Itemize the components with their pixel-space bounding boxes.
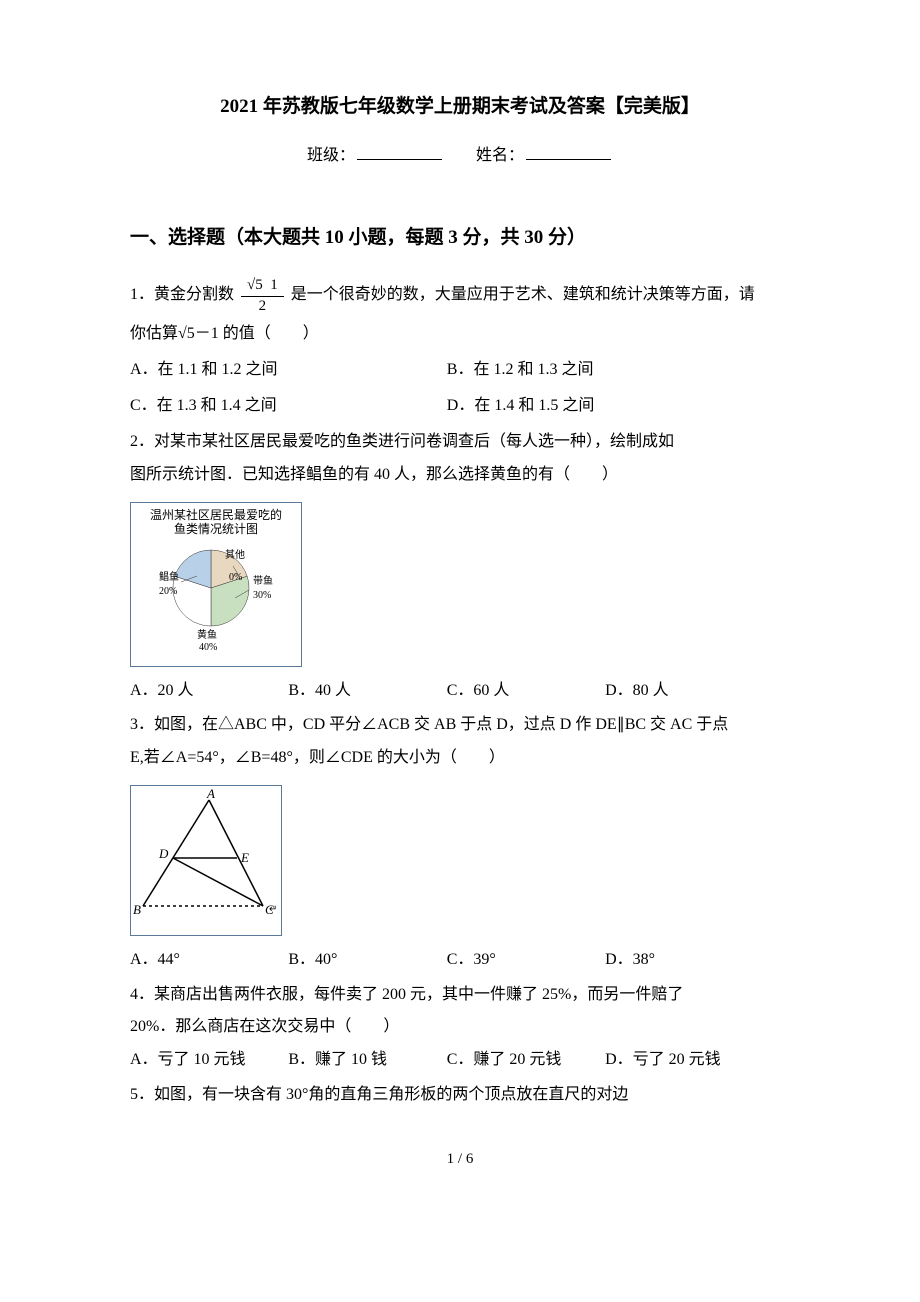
- q2-pie-chart: 温州某社区居民最爱吃的 鱼类情况统计图 其他 0% 鲳鱼 20% 带鱼 30% …: [130, 502, 302, 667]
- q2-opt-d: D．80 人: [605, 677, 750, 706]
- q3-opt-d: D．38°: [605, 946, 750, 975]
- name-blank: [526, 144, 611, 160]
- q4-options: A．亏了 10 元钱 B．赚了 10 钱 C．赚了 20 元钱 D．亏了 20 …: [130, 1046, 790, 1075]
- q4-opt-a: A．亏了 10 元钱: [130, 1046, 275, 1075]
- q1-options-row1: A．在 1.1 和 1.2 之间 B．在 1.2 和 1.3 之间: [130, 354, 790, 386]
- q1-frac-num-left: √5: [247, 277, 263, 293]
- q2-opt-c: C．60 人: [447, 677, 592, 706]
- class-blank: [357, 144, 442, 160]
- q4-opt-d: D．亏了 20 元钱: [605, 1046, 750, 1075]
- pie-label-other: 其他: [225, 548, 245, 561]
- q1-fraction: √5 1 2: [241, 277, 284, 314]
- section-1-heading: 一、选择题（本大题共 10 小题，每题 3 分，共 30 分）: [130, 221, 790, 255]
- class-label: 班级：: [307, 147, 355, 164]
- q1-frac-num-right: 1: [270, 277, 278, 293]
- q2-opt-b: B．40 人: [288, 677, 433, 706]
- pt-d: D: [158, 846, 169, 861]
- q3-line1: 3．如图，在△ABC 中，CD 平分∠ACB 交 AB 于点 D，过点 D 作 …: [130, 711, 790, 740]
- q1-opt-d: D．在 1.4 和 1.5 之间: [447, 390, 751, 422]
- q2-line2: 图所示统计图．已知选择鲳鱼的有 40 人，那么选择黄鱼的有（ ）: [130, 461, 790, 490]
- q1-opt-a: A．在 1.1 和 1.2 之间: [130, 354, 434, 386]
- name-label: 姓名：: [476, 147, 524, 164]
- q1-options-row2: C．在 1.3 和 1.4 之间 D．在 1.4 和 1.5 之间: [130, 390, 790, 422]
- q2-line1: 2．对某市某社区居民最爱吃的鱼类进行问卷调查后（每人选一种），绘制成如: [130, 428, 790, 457]
- pie-title-2: 鱼类情况统计图: [174, 522, 258, 536]
- pie-title-1: 温州某社区居民最爱吃的: [150, 507, 282, 522]
- q2-options: A．20 人 B．40 人 C．60 人 D．80 人: [130, 677, 790, 706]
- q3-line2: E,若∠A=54°，∠B=48°，则∠CDE 的大小为（ ）: [130, 744, 790, 773]
- corner-mark: ↵: [269, 904, 277, 915]
- q3-opt-a: A．44°: [130, 946, 275, 975]
- question-4: 4．某商店出售两件衣服，每件卖了 200 元，其中一件赚了 25%，而另一件赔了…: [130, 981, 790, 1075]
- question-3: 3．如图，在△ABC 中，CD 平分∠ACB 交 AB 于点 D，过点 D 作 …: [130, 711, 790, 974]
- pt-a: A: [206, 786, 215, 801]
- pie-pct-other: 0%: [229, 572, 242, 583]
- question-2: 2．对某市某社区居民最爱吃的鱼类进行问卷调查后（每人选一种），绘制成如 图所示统…: [130, 428, 790, 705]
- question-5: 5．如图，有一块含有 30°角的直角三角形板的两个顶点放在直尺的对边: [130, 1081, 790, 1110]
- pie-pct-pomfret: 20%: [159, 586, 177, 597]
- q1-line2b: －1 的值（ ）: [195, 325, 319, 342]
- q4-opt-c: C．赚了 20 元钱: [447, 1046, 592, 1075]
- pt-b: B: [133, 902, 141, 917]
- q1-mid: 是一个很奇妙的数，大量应用于艺术、建筑和统计决策等方面，请: [291, 286, 755, 303]
- pie-label-pomfret: 鲳鱼: [159, 570, 179, 583]
- document-title: 2021 年苏教版七年级数学上册期末考试及答案【完美版】: [130, 90, 790, 124]
- form-line: 班级： 姓名：: [130, 142, 790, 171]
- page-number: 1 / 6: [130, 1146, 790, 1173]
- q1-sqrt: √5: [178, 325, 195, 342]
- q1-opt-b: B．在 1.2 和 1.3 之间: [447, 354, 751, 386]
- q1-opt-c: C．在 1.3 和 1.4 之间: [130, 390, 434, 422]
- q5-line1: 5．如图，有一块含有 30°角的直角三角形板的两个顶点放在直尺的对边: [130, 1081, 790, 1110]
- q3-triangle-diagram: A B C D E ↵: [130, 785, 282, 936]
- question-1: 1．黄金分割数 √5 1 2 是一个很奇妙的数，大量应用于艺术、建筑和统计决策等…: [130, 277, 790, 422]
- q4-line2: 20%．那么商店在这次交易中（ ）: [130, 1013, 790, 1042]
- pie-label-yellowfish: 黄鱼: [197, 628, 217, 641]
- q2-opt-a: A．20 人: [130, 677, 275, 706]
- q1-frac-den: 2: [253, 297, 273, 315]
- q3-opt-b: B．40°: [288, 946, 433, 975]
- pie-pct-yellowfish: 40%: [199, 642, 217, 653]
- q3-opt-c: C．39°: [447, 946, 592, 975]
- pie-pct-ribbonfish: 30%: [253, 590, 271, 601]
- q3-options: A．44° B．40° C．39° D．38°: [130, 946, 790, 975]
- q4-line1: 4．某商店出售两件衣服，每件卖了 200 元，其中一件赚了 25%，而另一件赔了: [130, 981, 790, 1010]
- q4-opt-b: B．赚了 10 钱: [288, 1046, 433, 1075]
- q1-line2a: 你估算: [130, 325, 178, 342]
- pt-e: E: [240, 850, 249, 865]
- pie-label-ribbonfish: 带鱼: [253, 574, 273, 587]
- q1-prefix: 1．黄金分割数: [130, 286, 234, 303]
